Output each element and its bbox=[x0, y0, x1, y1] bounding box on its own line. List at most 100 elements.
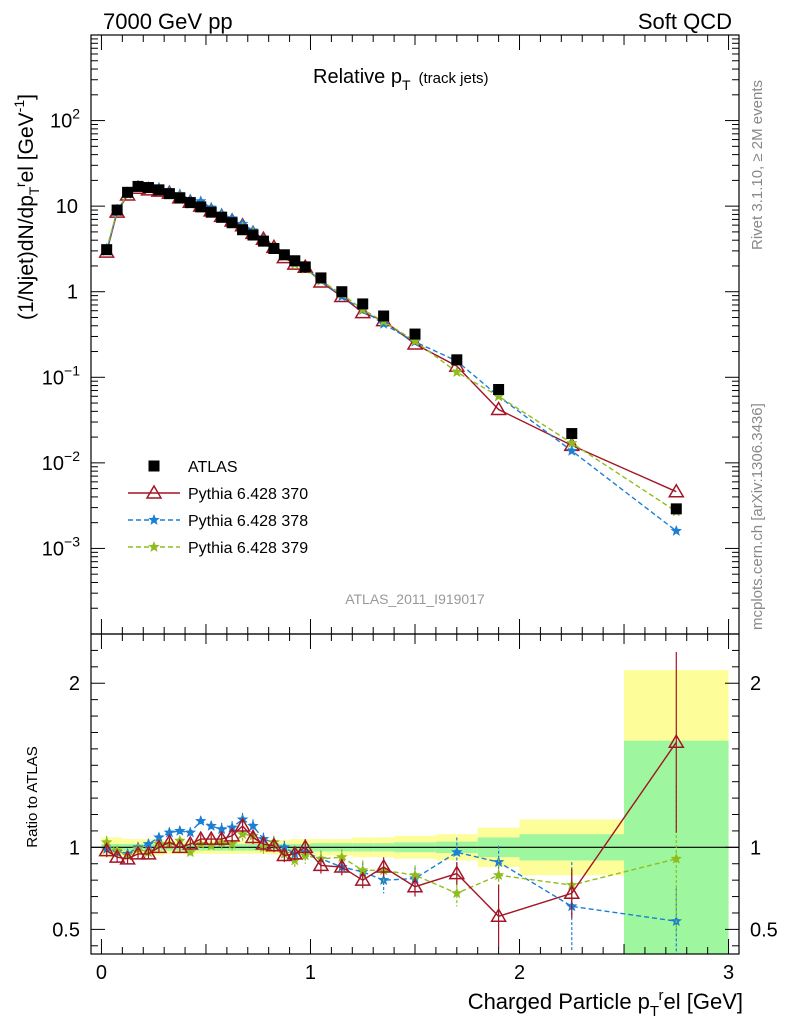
legend-label-p370: Pythia 6.428 370 bbox=[188, 486, 308, 503]
point-atlas bbox=[163, 188, 175, 200]
main-y-tick-label: 10−2 bbox=[42, 448, 80, 475]
mcplots-label: mcplots.cern.ch [arXiv:1306.3436] bbox=[749, 403, 766, 630]
ratio-point-p370 bbox=[354, 871, 372, 886]
rivet-version-label: Rivet 3.1.10, ≥ 2M events bbox=[749, 80, 766, 250]
ratio-uncertainty-bands bbox=[101, 670, 729, 954]
ratio-y-tick-label-right: 1 bbox=[750, 837, 761, 859]
ratio-point-p370 bbox=[406, 878, 424, 893]
point-p370 bbox=[667, 483, 685, 498]
ratio-point-p378 bbox=[205, 820, 217, 831]
main-title: Relative pT (track jets) bbox=[313, 66, 489, 93]
series-p370 bbox=[98, 179, 685, 498]
ratio-panel: 0.5 0.5 1 1 2 2 0 1 2 3 Ratio to ATLAS Charged Pa… bbox=[24, 633, 778, 1020]
series-p378 bbox=[100, 180, 682, 536]
ratio-point-p379 bbox=[205, 839, 217, 851]
point-p370 bbox=[354, 304, 372, 319]
point-atlas bbox=[122, 186, 134, 198]
ratio-y-axis-label: Ratio to ATLAS bbox=[24, 746, 41, 847]
ratio-point-p378 bbox=[226, 821, 238, 833]
ratio-point-p378 bbox=[247, 820, 259, 831]
ratio-point-p370 bbox=[276, 847, 293, 862]
ratio-point-p378 bbox=[184, 826, 196, 838]
ratio-point-p378 bbox=[163, 826, 176, 838]
point-atlas bbox=[184, 197, 196, 209]
point-atlas bbox=[336, 286, 348, 298]
legend-marker-p378 bbox=[148, 514, 160, 525]
main-curves bbox=[98, 179, 685, 536]
point-atlas bbox=[299, 261, 311, 273]
point-atlas bbox=[237, 224, 249, 236]
point-atlas bbox=[289, 255, 301, 267]
x-tick-label: 1 bbox=[305, 962, 316, 984]
ratio-point-p370 bbox=[98, 842, 115, 857]
point-atlas bbox=[268, 242, 280, 254]
legend-marker-p370 bbox=[145, 484, 163, 499]
ratio-point-p370 bbox=[563, 884, 581, 900]
ratio-point-p378 bbox=[142, 838, 155, 849]
ratio-axes: 0.5 0.5 1 1 2 2 0 1 2 3 bbox=[52, 634, 778, 984]
point-atlas bbox=[670, 503, 682, 515]
point-p378 bbox=[670, 524, 682, 536]
ratio-point-p379 bbox=[451, 887, 463, 899]
point-p379 bbox=[492, 390, 505, 402]
x-axis-label: Charged Particle pTrel [GeV] bbox=[468, 987, 743, 1020]
ratio-point-p379 bbox=[336, 851, 348, 863]
main-y-tick-label: 102 bbox=[50, 106, 80, 133]
ratio-point-p370 bbox=[312, 856, 330, 872]
main-panel: 10−3 10−2 10−1 1 10 102 Relative pT (track jet… bbox=[11, 34, 740, 635]
x-tick-label: 0 bbox=[96, 962, 107, 984]
legend-marker-atlas bbox=[148, 460, 160, 472]
ratio-point-p370 bbox=[296, 838, 314, 854]
point-atlas bbox=[142, 182, 154, 194]
ratio-point-p370 bbox=[375, 858, 392, 873]
main-y-axis-label: (1/Njet)dN/dpTrel [GeV-1] bbox=[11, 94, 42, 320]
point-atlas bbox=[315, 272, 327, 284]
main-y-tick-label: 10 bbox=[56, 196, 78, 218]
ratio-point-p370 bbox=[213, 830, 230, 845]
ratio-point-p370 bbox=[448, 865, 466, 880]
point-atlas bbox=[174, 192, 186, 204]
ratio-point-p379 bbox=[492, 869, 505, 881]
main-y-tick-label: 10−3 bbox=[42, 533, 80, 560]
ratio-point-p370 bbox=[667, 733, 685, 749]
ratio-y-tick-label: 2 bbox=[69, 673, 80, 695]
ratio-curves bbox=[98, 652, 685, 954]
series-line-p378 bbox=[106, 185, 677, 532]
ratio-point-p378 bbox=[195, 815, 207, 826]
ratio-point-p379 bbox=[132, 842, 144, 854]
x-tick-label: 2 bbox=[514, 962, 525, 984]
ratio-point-p378 bbox=[215, 823, 228, 835]
ratio-point-p378 bbox=[278, 841, 291, 853]
header-category-label: Soft QCD bbox=[638, 9, 732, 34]
point-atlas bbox=[153, 184, 165, 196]
ratio-point-p370 bbox=[265, 837, 283, 852]
point-atlas bbox=[493, 383, 505, 395]
legend-label-atlas: ATLAS bbox=[188, 459, 238, 476]
point-atlas bbox=[216, 211, 228, 223]
point-atlas bbox=[257, 235, 269, 247]
ratio-point-p370 bbox=[129, 845, 147, 860]
ratio-y-tick-label: 1 bbox=[69, 837, 80, 859]
x-tick-label: 3 bbox=[723, 962, 734, 984]
point-atlas bbox=[205, 206, 217, 218]
ratio-y-tick-label-right: 2 bbox=[750, 673, 761, 695]
point-atlas bbox=[357, 298, 369, 310]
legend-label-p379: Pythia 6.428 379 bbox=[188, 540, 308, 557]
point-p379 bbox=[409, 335, 421, 346]
point-atlas bbox=[409, 328, 421, 340]
ratio-point-p379 bbox=[226, 838, 238, 849]
point-atlas bbox=[278, 249, 290, 261]
ratio-point-p370 bbox=[192, 830, 210, 845]
main-y-tick-label: 1 bbox=[67, 282, 78, 304]
point-p379 bbox=[451, 366, 463, 377]
ratio-point-p379 bbox=[100, 836, 113, 848]
ratio-point-p370 bbox=[333, 858, 351, 873]
ratio-point-p370 bbox=[202, 830, 220, 845]
ratio-point-p378 bbox=[174, 824, 186, 836]
ratio-line-p370 bbox=[106, 741, 677, 918]
point-atlas bbox=[451, 354, 463, 366]
legend: ATLAS Pythia 6.428 370 Pythia 6.428 378 Pyt… bbox=[128, 459, 308, 557]
ratio-point-p370 bbox=[234, 817, 251, 832]
ratio-point-p370 bbox=[490, 907, 507, 923]
